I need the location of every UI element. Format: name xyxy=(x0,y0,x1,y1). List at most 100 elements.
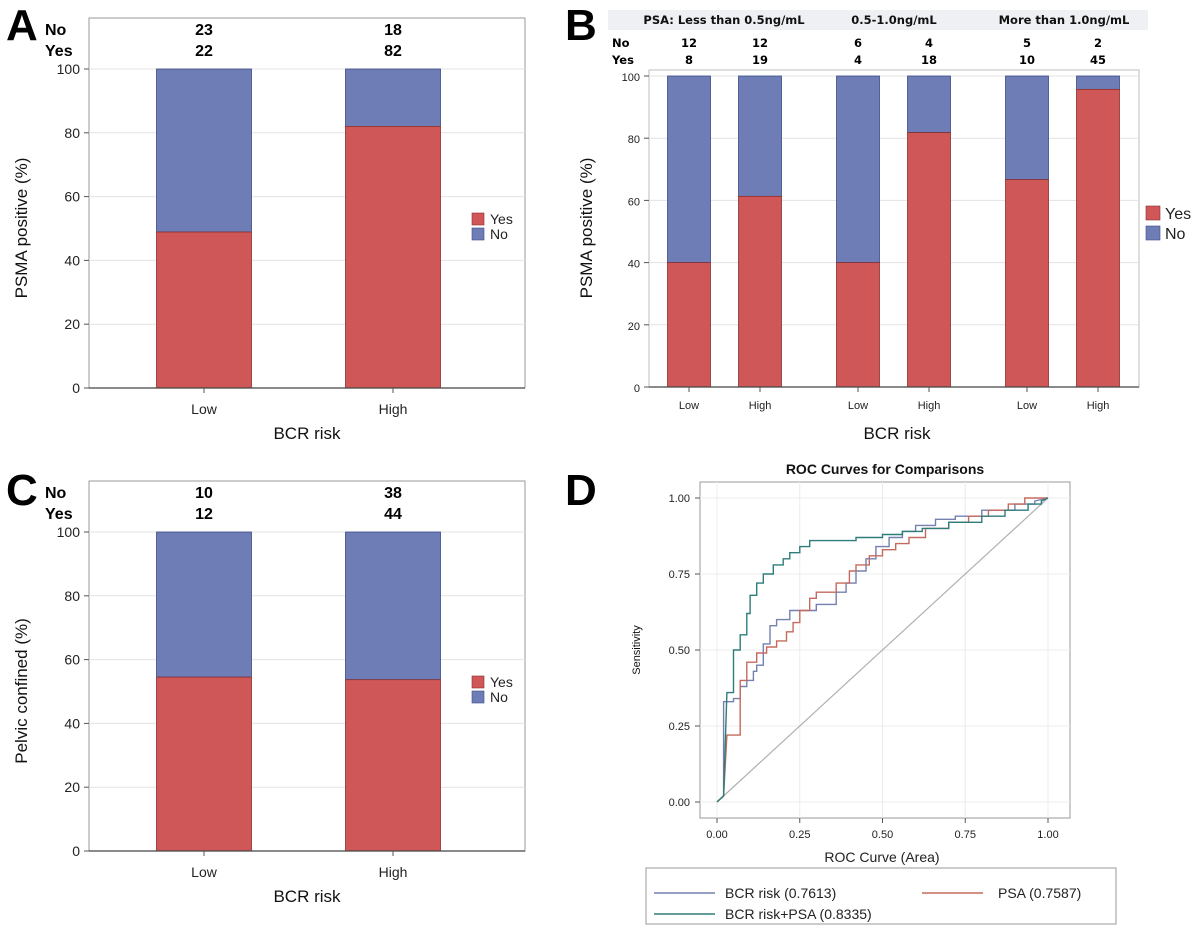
panel-c: C No Yes 10 12 38 44 0 20 40 60 80 100 Low Hig… xyxy=(6,466,526,906)
panel-b-count-no-1: 12 xyxy=(681,36,697,50)
panel-d-y-tick-label: 0.00 xyxy=(669,797,690,809)
panel-a-bar-yes-2 xyxy=(345,126,441,389)
panel-c-y-tick-label: 80 xyxy=(64,588,80,604)
panel-b-counts: 12 8 12 19 6 4 4 18 5 10 2 45 xyxy=(681,36,1106,67)
panel-a-grid xyxy=(89,68,525,325)
panel-a-y-tick-label: 0 xyxy=(72,380,80,396)
panel-c-frame xyxy=(88,480,526,852)
panel-d-y-tick-label: 1.00 xyxy=(669,493,690,505)
panel-b-x-tick-label: High xyxy=(1087,400,1110,412)
panel-c-grid xyxy=(89,531,525,788)
panel-b-bar-no-5 xyxy=(1005,75,1049,180)
panel-b-x-ticks: Low High Low High Low High xyxy=(679,387,1109,412)
panel-d-y-axis-label: Sensitivity xyxy=(631,625,643,675)
panel-c-count-no-high: 38 xyxy=(384,485,402,502)
panel-a-x-tick-label: High xyxy=(379,401,408,417)
panel-a-y-tick-label: 100 xyxy=(57,61,81,77)
panel-b-count-yes-3: 4 xyxy=(854,53,862,67)
panel-b-y-ticks: 0 20 40 60 80 100 xyxy=(622,72,1139,395)
panel-c-y-axis-label: Pelvic confined (%) xyxy=(12,618,31,764)
panel-c-row-label-yes: Yes xyxy=(45,506,73,523)
panel-b-frame xyxy=(648,69,1140,388)
panel-c-y-tick-label: 40 xyxy=(64,715,80,731)
panel-b: B PSA: Less than 0.5ng/mL 0.5-1.0ng/mL M… xyxy=(565,1,1191,443)
panel-a-count-no-high: 18 xyxy=(384,22,402,39)
panel-b-count-no-5: 5 xyxy=(1023,36,1031,50)
panel-c-x-tick-label: Low xyxy=(191,864,218,880)
panel-c-y-tick-label: 20 xyxy=(64,779,80,795)
panel-d-grid xyxy=(700,482,1070,818)
panel-c-letter: C xyxy=(6,466,38,515)
panel-d-legend-bcr: BCR risk (0.7613) xyxy=(725,885,836,901)
panel-a-legend-no: No xyxy=(490,226,508,242)
panel-a-letter: A xyxy=(6,1,38,50)
panel-c-x-tick-label: High xyxy=(379,864,408,880)
panel-c-bar-no-1 xyxy=(156,531,252,678)
panel-b-count-yes-2: 19 xyxy=(752,53,768,67)
panel-a-bar-yes-1 xyxy=(156,231,252,389)
panel-a-frame xyxy=(88,17,526,389)
panel-a-y-tick-label: 60 xyxy=(64,189,80,205)
panel-c-y-tick-label: 0 xyxy=(72,843,80,859)
panel-c-legend: Yes No xyxy=(471,674,513,705)
panel-a-legend-no-swatch xyxy=(471,227,485,241)
panel-d-curve-bcr-risk xyxy=(716,497,1049,803)
panel-b-x-tick-label: Low xyxy=(848,400,868,412)
panel-c-legend-yes-swatch xyxy=(471,675,485,689)
panel-a-x-axis-label: BCR risk xyxy=(273,424,341,443)
panel-d-legend-title: ROC Curve (Area) xyxy=(824,849,939,865)
panel-b-count-no-4: 4 xyxy=(925,36,933,50)
panel-b-bar-yes-1 xyxy=(667,262,711,388)
panel-d-title: ROC Curves for Comparisons xyxy=(786,461,985,477)
panel-a-legend: Yes No xyxy=(471,211,513,242)
panel-a-x-ticks: Low High xyxy=(191,388,407,417)
panel-b-y-tick-label: 0 xyxy=(634,383,640,395)
panel-c-bar-no-2 xyxy=(345,531,441,681)
panel-d-x-tick-label: 0.75 xyxy=(955,829,976,841)
panel-b-x-tick-label: High xyxy=(749,400,772,412)
panel-b-bar-yes-3 xyxy=(836,262,880,388)
panel-b-count-yes-6: 45 xyxy=(1090,53,1106,67)
panel-b-count-no-2: 12 xyxy=(752,36,768,50)
panel-b-x-tick-label: Low xyxy=(679,400,699,412)
panel-c-legend-yes: Yes xyxy=(490,674,513,690)
panel-a-bar-no-2 xyxy=(345,68,441,127)
panel-d-x-ticks: 0.00 0.25 0.50 0.75 1.00 xyxy=(706,818,1059,841)
panel-b-bar-yes-5 xyxy=(1005,179,1049,388)
panel-d-y-tick-label: 0.25 xyxy=(669,721,690,733)
panel-b-bars xyxy=(667,75,1120,388)
panel-b-group-3: More than 1.0ng/mL xyxy=(999,13,1130,27)
panel-b-x-tick-label: Low xyxy=(1017,400,1037,412)
panel-c-y-tick-label: 100 xyxy=(57,524,81,540)
panel-a-count-yes-high: 82 xyxy=(384,43,402,60)
panel-b-row-label-no: No xyxy=(612,36,630,50)
panel-a-legend-yes: Yes xyxy=(490,211,513,227)
panel-b-y-tick-label: 40 xyxy=(628,259,640,271)
panel-b-y-tick-label: 100 xyxy=(622,72,640,84)
panel-b-count-yes-5: 10 xyxy=(1019,53,1035,67)
panel-b-x-axis-label: BCR risk xyxy=(863,424,931,443)
panel-b-bar-yes-6 xyxy=(1076,88,1120,388)
panel-b-y-tick-label: 20 xyxy=(628,321,640,333)
panel-a-row-label-no: No xyxy=(45,22,67,39)
panel-b-y-axis-label: PSMA positive (%) xyxy=(577,158,596,299)
panel-b-group-header xyxy=(608,10,1148,30)
panel-b-grid xyxy=(649,75,1139,326)
panel-c-y-ticks: 0 20 40 60 80 100 xyxy=(57,524,525,859)
panel-d-y-ticks: 0.00 0.25 0.50 0.75 1.00 xyxy=(669,493,700,809)
panel-c-bar-yes-1 xyxy=(156,676,252,852)
panel-b-count-yes-4: 18 xyxy=(921,53,937,67)
panel-c-x-axis-label: BCR risk xyxy=(273,887,341,906)
panel-d-x-tick-label: 0.50 xyxy=(872,829,893,841)
panel-d-curves xyxy=(716,497,1049,803)
panel-c-bar-yes-2 xyxy=(345,679,441,852)
panel-d-legend-box xyxy=(645,867,1117,925)
panel-b-bar-no-2 xyxy=(738,75,782,197)
panel-a-y-axis-label: PSMA positive (%) xyxy=(12,158,31,299)
panel-d-curve-bcr-risk-plus-psa xyxy=(716,497,1049,803)
panel-b-group-2: 0.5-1.0ng/mL xyxy=(851,13,937,27)
panel-d-x-tick-label: 0.00 xyxy=(706,829,727,841)
panel-c-legend-no-swatch xyxy=(471,690,485,704)
panel-a-bar-no-1 xyxy=(156,68,252,233)
panel-b-letter: B xyxy=(565,1,597,50)
